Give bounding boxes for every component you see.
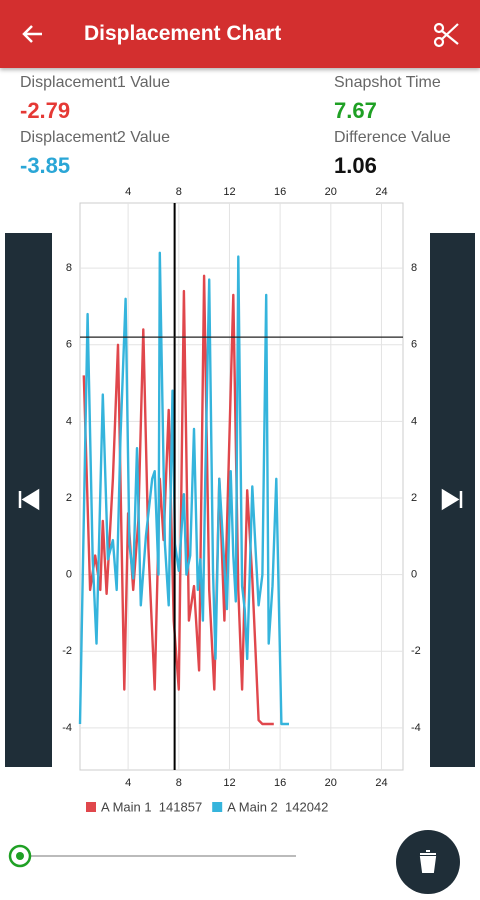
readout-label: Snapshot Time	[334, 74, 441, 91]
y-tick-label: 0	[411, 569, 417, 581]
x-tick-label: 4	[125, 186, 131, 198]
y-tick-label: 2	[66, 492, 72, 504]
readout-label: Displacement1 Value	[20, 74, 171, 91]
legend-swatch	[212, 802, 223, 812]
x-tick-label: 24	[375, 186, 387, 198]
y-tick-label: -4	[411, 722, 421, 734]
cut-icon[interactable]	[433, 22, 459, 48]
y-tick-label: 4	[411, 415, 417, 427]
readout-label: Displacement2 Value	[20, 129, 171, 146]
x-tick-label: 20	[325, 186, 337, 198]
app-bar-icons	[22, 22, 459, 48]
legend-swatch	[86, 802, 96, 812]
x-tick-label: 8	[176, 777, 182, 789]
x-tick-label: 12	[223, 186, 235, 198]
y-tick-label: 8	[66, 262, 72, 274]
y-tick-label: 0	[66, 569, 72, 581]
app-bar: Displacement Chart	[0, 0, 480, 68]
y-tick-label: -2	[62, 645, 72, 657]
x-tick-label: 24	[375, 777, 387, 789]
x-tick-label: 4	[125, 777, 131, 789]
readout-value: 1.06	[334, 153, 377, 178]
readout-label: Difference Value	[334, 129, 451, 146]
y-tick-label: 2	[411, 492, 417, 504]
next-icon	[441, 488, 463, 511]
y-tick-label: -4	[62, 722, 72, 734]
readout-value: -2.79	[20, 98, 71, 123]
y-tick-label: 4	[66, 415, 72, 427]
x-tick-label: 16	[274, 186, 286, 198]
x-tick-label: 8	[176, 186, 182, 198]
x-tick-label: 16	[274, 777, 286, 789]
title: Displacement Chart	[84, 22, 282, 45]
x-tick-label: 12	[223, 777, 235, 789]
y-tick-label: 8	[411, 262, 417, 274]
back-icon[interactable]	[22, 25, 42, 43]
legend-label: A Main 2 142042	[227, 799, 328, 814]
legend-label: A Main 1 141857	[101, 799, 202, 814]
y-tick-label: 6	[411, 339, 417, 351]
y-tick-label: 6	[66, 339, 72, 351]
series-line	[78, 251, 289, 726]
slider-thumb-dot	[16, 852, 24, 860]
readout-value: -3.85	[20, 153, 71, 178]
x-tick-label: 20	[325, 777, 337, 789]
y-tick-label: -2	[411, 645, 421, 657]
prev-icon	[18, 488, 40, 511]
readout-value: 7.67	[334, 98, 377, 123]
delete-icon	[419, 850, 437, 873]
